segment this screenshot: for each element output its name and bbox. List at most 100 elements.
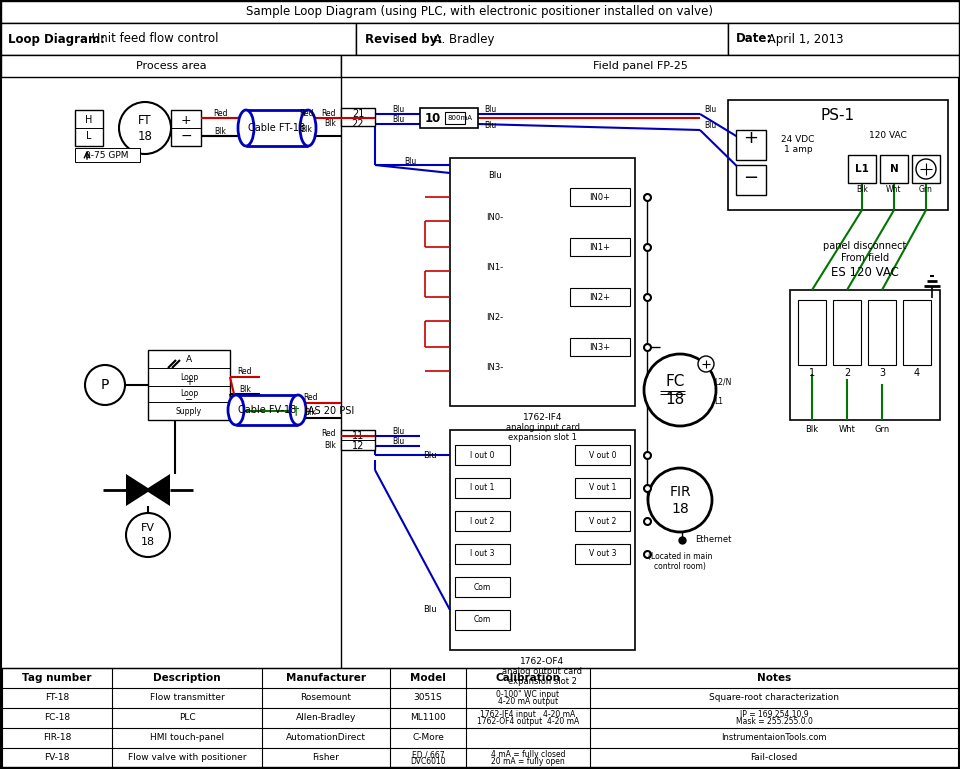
Text: IN0-: IN0- bbox=[487, 214, 504, 222]
Text: I out 2: I out 2 bbox=[470, 517, 494, 525]
Text: Blu: Blu bbox=[423, 451, 437, 460]
Text: FT: FT bbox=[138, 115, 152, 128]
Text: Wht: Wht bbox=[839, 425, 855, 434]
Bar bbox=[420, 108, 478, 128]
Text: 1 amp: 1 amp bbox=[783, 145, 812, 155]
Ellipse shape bbox=[290, 395, 306, 425]
Bar bbox=[455, 511, 510, 531]
Bar bbox=[75, 148, 140, 162]
Bar bbox=[570, 338, 630, 356]
Text: 2: 2 bbox=[844, 368, 851, 378]
Text: 18: 18 bbox=[137, 129, 153, 142]
Bar bbox=[341, 108, 375, 126]
Bar bbox=[575, 511, 630, 531]
Text: Fisher: Fisher bbox=[313, 754, 340, 763]
Bar bbox=[75, 110, 103, 146]
Text: IN0+: IN0+ bbox=[589, 192, 611, 201]
Bar bbox=[848, 155, 876, 183]
Text: †: † bbox=[293, 404, 300, 418]
Text: FT-18: FT-18 bbox=[45, 694, 69, 703]
Text: Square-root characterization: Square-root characterization bbox=[709, 694, 839, 703]
Text: 800mA: 800mA bbox=[447, 115, 472, 121]
Text: InstrumentaionTools.com: InstrumentaionTools.com bbox=[721, 734, 827, 743]
Text: 4 mA = fully closed: 4 mA = fully closed bbox=[491, 750, 565, 759]
Bar bbox=[445, 112, 465, 124]
Text: Ethernet: Ethernet bbox=[695, 535, 732, 544]
Text: Grn: Grn bbox=[875, 425, 890, 434]
Text: A. Bradley: A. Bradley bbox=[430, 32, 494, 45]
Text: 1: 1 bbox=[809, 368, 815, 378]
Text: analog output card: analog output card bbox=[502, 667, 583, 677]
Text: Blk: Blk bbox=[856, 185, 868, 195]
Text: Blu: Blu bbox=[392, 428, 404, 437]
Bar bbox=[450, 430, 635, 650]
Circle shape bbox=[698, 356, 714, 372]
Text: +: + bbox=[743, 129, 758, 147]
Bar bbox=[148, 350, 230, 420]
Bar bbox=[455, 544, 510, 564]
Text: −: − bbox=[185, 395, 193, 405]
Text: Blk: Blk bbox=[239, 384, 251, 394]
Bar bbox=[455, 445, 510, 465]
Bar bbox=[736, 130, 766, 160]
Text: 11: 11 bbox=[352, 431, 364, 441]
Bar bbox=[1, 55, 341, 77]
Ellipse shape bbox=[228, 395, 244, 425]
Text: I out 0: I out 0 bbox=[470, 451, 494, 460]
Text: Sample Loop Diagram (using PLC, with electronic positioner installed on valve): Sample Loop Diagram (using PLC, with ele… bbox=[247, 5, 713, 18]
Text: FIR: FIR bbox=[669, 485, 691, 499]
Bar bbox=[728, 100, 948, 210]
Bar bbox=[868, 300, 896, 365]
Circle shape bbox=[648, 468, 712, 532]
Text: April 1, 2013: April 1, 2013 bbox=[764, 32, 844, 45]
Bar bbox=[455, 610, 510, 630]
Text: Supply: Supply bbox=[176, 407, 202, 415]
Text: Loop: Loop bbox=[180, 390, 198, 398]
Circle shape bbox=[85, 365, 125, 405]
Text: FC-18: FC-18 bbox=[44, 714, 70, 723]
Text: Blu: Blu bbox=[404, 157, 416, 165]
Text: I out 3: I out 3 bbox=[470, 550, 494, 558]
Text: Blu: Blu bbox=[484, 105, 496, 115]
Text: Blk: Blk bbox=[805, 425, 819, 434]
Text: Red: Red bbox=[213, 109, 228, 118]
Text: IN1+: IN1+ bbox=[589, 242, 611, 251]
Text: 1762-IF4 input   4-20 mA: 1762-IF4 input 4-20 mA bbox=[480, 710, 576, 719]
Text: Cable FT-18: Cable FT-18 bbox=[249, 123, 305, 133]
Text: V out 2: V out 2 bbox=[588, 517, 616, 525]
Bar bbox=[903, 300, 931, 365]
Text: analog input card: analog input card bbox=[506, 424, 580, 432]
Text: expansion slot 1: expansion slot 1 bbox=[508, 434, 577, 442]
Text: Red: Red bbox=[322, 430, 336, 438]
Text: Field panel FP-25: Field panel FP-25 bbox=[592, 61, 687, 71]
Text: Blu: Blu bbox=[423, 605, 437, 614]
Text: Cable FV-18: Cable FV-18 bbox=[238, 405, 296, 415]
Text: AutomationDirect: AutomationDirect bbox=[286, 734, 366, 743]
Bar bbox=[880, 155, 908, 183]
Text: Blu: Blu bbox=[392, 438, 404, 447]
Bar bbox=[575, 445, 630, 465]
Text: Wht: Wht bbox=[886, 185, 901, 195]
Bar bbox=[570, 238, 630, 256]
Text: Flow valve with positioner: Flow valve with positioner bbox=[128, 754, 247, 763]
Text: Grn: Grn bbox=[919, 185, 933, 195]
Text: −: − bbox=[180, 129, 192, 143]
Text: Red: Red bbox=[299, 108, 313, 118]
Text: 0-100" WC input: 0-100" WC input bbox=[496, 690, 560, 699]
Text: FV: FV bbox=[141, 523, 155, 533]
Text: 18: 18 bbox=[671, 502, 689, 516]
Text: (Located in main: (Located in main bbox=[648, 552, 712, 561]
Circle shape bbox=[644, 354, 716, 426]
Text: Allen-Bradley: Allen-Bradley bbox=[296, 714, 356, 723]
Text: Description: Description bbox=[154, 673, 221, 683]
Bar bbox=[575, 544, 630, 564]
Text: ML1100: ML1100 bbox=[410, 714, 445, 723]
Text: Mask = 255.255.0.0: Mask = 255.255.0.0 bbox=[735, 717, 812, 726]
Text: Red: Red bbox=[322, 108, 336, 118]
Text: IP = 169.254.10.9: IP = 169.254.10.9 bbox=[740, 710, 808, 719]
Text: Blk: Blk bbox=[300, 125, 312, 135]
Bar bbox=[575, 478, 630, 498]
Text: FV-18: FV-18 bbox=[44, 754, 70, 763]
Bar bbox=[833, 300, 861, 365]
Text: From field: From field bbox=[841, 253, 889, 263]
